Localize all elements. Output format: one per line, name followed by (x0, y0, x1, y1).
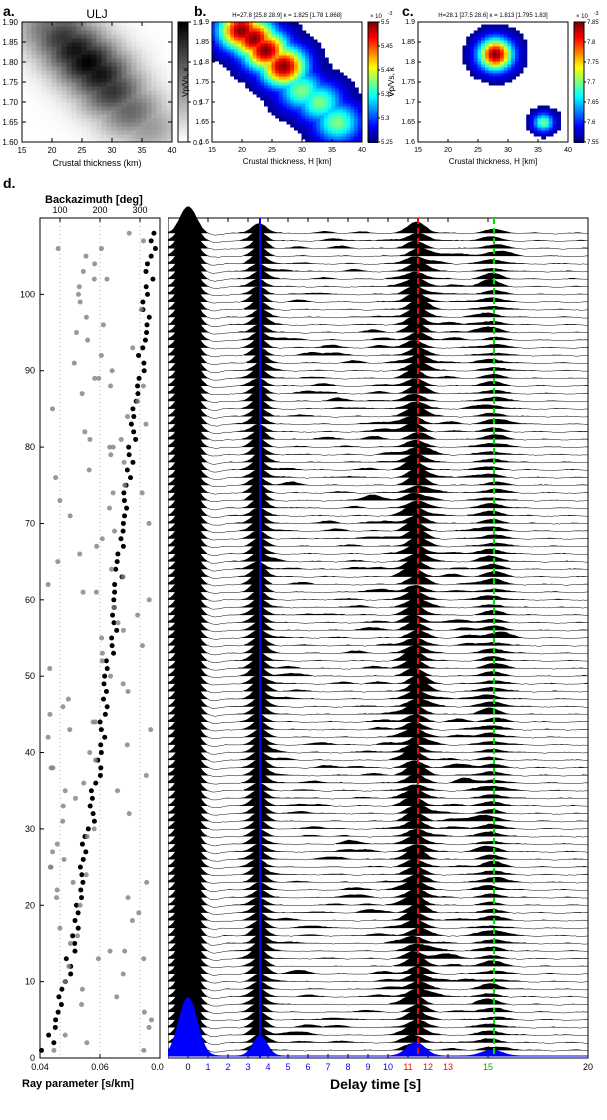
svg-text:1.65: 1.65 (2, 118, 18, 127)
svg-text:0.06: 0.06 (91, 1062, 109, 1072)
svg-text:30: 30 (504, 147, 512, 154)
svg-text:1.85: 1.85 (195, 39, 209, 46)
svg-text:7.55: 7.55 (587, 140, 599, 146)
svg-text:H=27.8 [25.8 28.9] κ = 1.825: H=27.8 [25.8 28.9] κ = 1.825 [1.78 1.868… (232, 13, 342, 19)
svg-text:11: 11 (403, 1062, 412, 1072)
svg-text:15: 15 (18, 146, 27, 155)
svg-text:80: 80 (25, 442, 35, 452)
svg-text:7.6: 7.6 (587, 120, 596, 126)
svg-text:1.70: 1.70 (2, 98, 18, 107)
svg-text:15: 15 (208, 147, 216, 154)
svg-text:7.85: 7.85 (587, 20, 599, 26)
svg-text:200: 200 (92, 205, 107, 215)
svg-text:100: 100 (52, 205, 67, 215)
svg-text:1.6: 1.6 (405, 139, 415, 146)
svg-text:H=28.1 [27.5 28.6] κ = 1.813: H=28.1 [27.5 28.6] κ = 1.813 [1.795 1.83… (438, 13, 548, 19)
svg-text:8: 8 (345, 1062, 350, 1072)
svg-text:25: 25 (78, 146, 87, 155)
svg-text:0: 0 (185, 1062, 190, 1072)
svg-text:1.85: 1.85 (2, 38, 18, 47)
svg-text:1.7: 1.7 (405, 99, 415, 106)
svg-text:1: 1 (205, 1062, 210, 1072)
svg-text:-3: -3 (594, 11, 599, 17)
panel-b-chart: 15 20 25 30 35 40 1.6 1.65 1.7 1.75 1.8 1.85 1.9 Crus… (180, 6, 398, 168)
svg-text:Crustal thickness, H [km]: Crustal thickness, H [km] (449, 157, 537, 166)
svg-text:Crustal thickness, H [km]: Crustal thickness, H [km] (243, 157, 331, 166)
svg-text:9: 9 (365, 1062, 370, 1072)
svg-text:1.8: 1.8 (199, 59, 209, 66)
svg-text:25: 25 (268, 147, 276, 154)
svg-text:7.7: 7.7 (587, 80, 596, 86)
svg-text:90: 90 (25, 366, 35, 376)
svg-text:40: 40 (358, 147, 366, 154)
svg-text:1.9: 1.9 (199, 19, 209, 26)
svg-text:ULJ: ULJ (86, 7, 107, 21)
svg-text:2: 2 (225, 1062, 230, 1072)
svg-text:3: 3 (245, 1062, 250, 1072)
svg-text:5: 5 (285, 1062, 290, 1072)
panel-d-label: d. (3, 175, 15, 191)
svg-text:40: 40 (564, 147, 572, 154)
svg-text:20: 20 (238, 147, 246, 154)
svg-text:1.85: 1.85 (401, 39, 415, 46)
svg-text:1.75: 1.75 (401, 79, 415, 86)
svg-text:1.9: 1.9 (405, 19, 415, 26)
svg-text:50: 50 (25, 671, 35, 681)
svg-text:25: 25 (474, 147, 482, 154)
svg-text:20: 20 (25, 900, 35, 910)
svg-text:35: 35 (138, 146, 147, 155)
svg-text:30: 30 (25, 824, 35, 834)
svg-text:60: 60 (25, 595, 35, 605)
svg-text:1.75: 1.75 (2, 78, 18, 87)
panel-d-left-chart: 100 200 300 0.04 0.06 0.08 0 10 20 30 40 50 60 70 80 90… (12, 200, 164, 1080)
svg-text:15: 15 (483, 1062, 493, 1072)
svg-text:20: 20 (444, 147, 452, 154)
panel-d-bottom-right-xlabel: Delay time [s] (330, 1076, 421, 1092)
svg-text:0.04: 0.04 (31, 1062, 49, 1072)
svg-text:70: 70 (25, 518, 35, 528)
panel-c-chart: 15 20 25 30 35 40 1.6 1.65 1.7 1.75 1.8 1.85 1.9 Crus… (386, 6, 604, 168)
svg-text:30: 30 (298, 147, 306, 154)
svg-text:7.75: 7.75 (587, 60, 599, 66)
svg-text:7: 7 (325, 1062, 330, 1072)
svg-text:1.6: 1.6 (199, 139, 209, 146)
svg-text:Vp/Vs, κ: Vp/Vs, κ (387, 66, 396, 97)
svg-text:0.08: 0.08 (151, 1062, 164, 1072)
svg-text:20: 20 (583, 1062, 593, 1072)
svg-text:1.65: 1.65 (195, 119, 209, 126)
panel-a-chart: 15 20 25 30 35 40 1.60 1.65 1.70 1.75 1.80 1.85 1.90… (0, 6, 202, 170)
svg-text:1.80: 1.80 (2, 58, 18, 67)
svg-text:20: 20 (48, 146, 57, 155)
svg-text:1.8: 1.8 (405, 59, 415, 66)
svg-text:6: 6 (305, 1062, 310, 1072)
svg-text:13: 13 (443, 1062, 453, 1072)
svg-text:35: 35 (328, 147, 336, 154)
svg-text:7.8: 7.8 (587, 40, 596, 46)
panel-d-right-chart: 0123456789101112131520 (168, 200, 598, 1080)
svg-text:1.60: 1.60 (2, 138, 18, 147)
svg-text:300: 300 (132, 205, 147, 215)
panel-d-bottom-left-xlabel: Ray parameter [s/km] (22, 1078, 134, 1090)
svg-text:12: 12 (423, 1062, 433, 1072)
svg-text:7.65: 7.65 (587, 100, 599, 106)
svg-text:10: 10 (383, 1062, 393, 1072)
svg-text:30: 30 (108, 146, 117, 155)
svg-text:0: 0 (30, 1053, 35, 1063)
svg-text:1.90: 1.90 (2, 18, 18, 27)
svg-text:1.7: 1.7 (199, 99, 209, 106)
svg-text:1.65: 1.65 (401, 119, 415, 126)
svg-text:1.75: 1.75 (195, 79, 209, 86)
svg-text:Crustal thickness (km): Crustal thickness (km) (52, 158, 141, 168)
svg-text:× 10: × 10 (370, 14, 383, 20)
svg-text:10: 10 (25, 977, 35, 987)
svg-text:15: 15 (414, 147, 422, 154)
svg-text:4: 4 (265, 1062, 270, 1072)
svg-text:40: 40 (25, 748, 35, 758)
svg-text:Vp/Vs, κ: Vp/Vs, κ (181, 66, 190, 97)
svg-text:100: 100 (20, 289, 35, 299)
svg-text:× 10: × 10 (576, 14, 589, 20)
svg-text:35: 35 (534, 147, 542, 154)
svg-text:40: 40 (168, 146, 177, 155)
